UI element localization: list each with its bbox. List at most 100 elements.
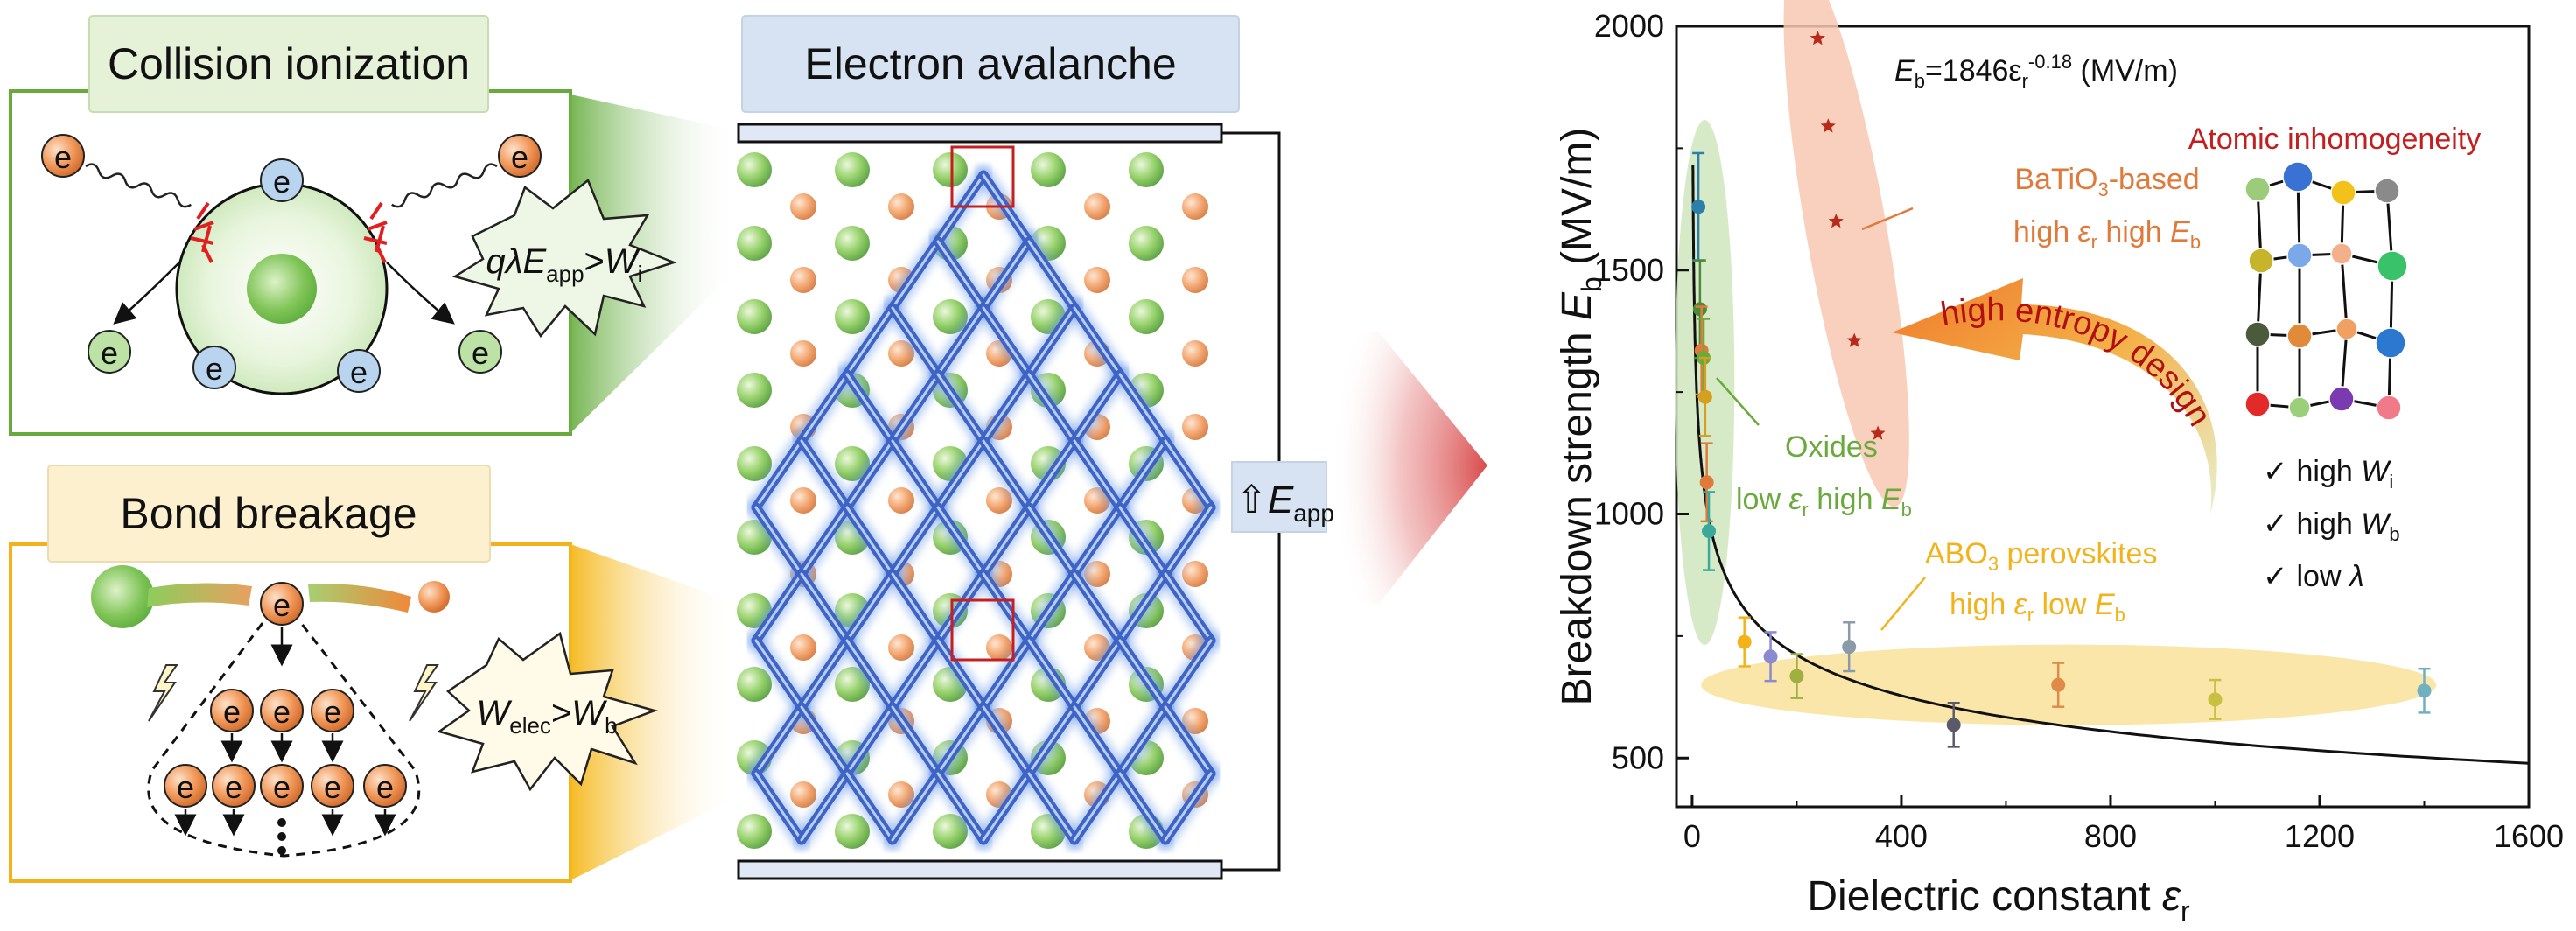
avalanche-branch-highlight bbox=[754, 506, 803, 576]
checklist: ✓ high Wi ✓ high Wb ✓ low λ bbox=[2263, 455, 2400, 593]
data-point bbox=[1699, 475, 1714, 490]
cascade-level2-electron: e bbox=[311, 689, 354, 732]
svg-text:e: e bbox=[324, 769, 341, 805]
cascade-level3-electron: e bbox=[311, 764, 354, 808]
y-axis-label: Breakdown strength Eb (MV/m) bbox=[1554, 128, 1607, 706]
svg-text:e: e bbox=[273, 769, 290, 805]
lattice-atom-large bbox=[737, 373, 772, 408]
avalanche-branch-highlight bbox=[936, 572, 985, 642]
transition-arrow bbox=[1330, 332, 1488, 604]
avalanche-branch-highlight bbox=[936, 240, 985, 310]
avalanche-branch-highlight bbox=[1118, 705, 1167, 775]
avalanche-branch-highlight bbox=[1164, 705, 1213, 775]
x-tick-label: 1200 bbox=[2285, 818, 2355, 854]
avalanche-branch-highlight bbox=[982, 506, 1031, 576]
svg-text:e: e bbox=[101, 335, 118, 371]
bond-left-half bbox=[147, 583, 252, 607]
top-electrode bbox=[737, 122, 1223, 144]
avalanche-panel: Electron avalanche ⇧Eapp bbox=[737, 15, 1334, 880]
avalanche-branch-highlight bbox=[1164, 439, 1213, 509]
avalanche-branch-highlight bbox=[845, 306, 894, 376]
svg-text:e: e bbox=[177, 769, 194, 805]
lattice-atom-small bbox=[1182, 340, 1208, 367]
x-axis-label: Dielectric constant εr bbox=[1807, 873, 2190, 927]
avalanche-branch-highlight bbox=[982, 772, 1031, 842]
breakdown-chart: 0 400 800 1200 1600 500 1000 1500 2000 Eb=1846εr… bbox=[1554, 0, 2564, 927]
avalanche-branch-highlight bbox=[845, 373, 894, 443]
inset-atom bbox=[2375, 327, 2406, 359]
data-point bbox=[1692, 302, 1707, 317]
avalanche-branch-highlight bbox=[1073, 572, 1122, 642]
lattice-atom-large bbox=[1129, 226, 1164, 261]
abo3-label-line1: ABO3 perovskites bbox=[1925, 537, 2157, 575]
avalanche-branch-highlight bbox=[800, 373, 849, 443]
avalanche-branch-highlight bbox=[982, 306, 1031, 376]
incoming-electron-right: e bbox=[498, 134, 542, 178]
avalanche-branch-highlight bbox=[800, 772, 849, 842]
checklist-item: ✓ high Wb bbox=[2263, 508, 2400, 545]
cascade-arrows bbox=[174, 626, 396, 836]
avalanche-branch-highlight bbox=[936, 173, 985, 243]
axis-ticks: 0 400 800 1200 1600 500 1000 1500 2000 bbox=[1594, 8, 2564, 854]
eject-arrow-right bbox=[386, 262, 455, 325]
orbit-electron-top: e bbox=[260, 158, 304, 202]
cascade-root-electron: e bbox=[260, 582, 304, 626]
avalanche-title: Electron avalanche bbox=[804, 39, 1176, 88]
cascade-level3-electron: e bbox=[260, 764, 304, 808]
lattice-atom-large bbox=[835, 299, 870, 334]
avalanche-branch-highlight bbox=[1164, 639, 1213, 709]
lattice-atom-small bbox=[888, 487, 914, 514]
lattice-atom-small bbox=[1084, 267, 1110, 293]
svg-text:e: e bbox=[511, 139, 528, 175]
avalanche-branch-highlight bbox=[754, 772, 803, 842]
lattice-atom-small bbox=[790, 267, 816, 293]
data-point bbox=[1789, 668, 1804, 683]
avalanche-branch-highlight bbox=[1073, 373, 1122, 443]
avalanche-branch-highlight bbox=[982, 572, 1031, 642]
inset-atom bbox=[2282, 161, 2314, 192]
highlight-box-middle bbox=[950, 598, 1015, 662]
data-point bbox=[1702, 524, 1717, 539]
avalanche-branch-highlight bbox=[754, 439, 803, 509]
highlight-box-top bbox=[950, 145, 1015, 208]
avalanche-branch-highlight bbox=[800, 572, 849, 642]
avalanche-branch-highlight bbox=[1118, 506, 1167, 576]
data-point bbox=[2051, 677, 2066, 692]
avalanche-branch-highlight bbox=[982, 439, 1031, 509]
avalanche-branch-highlight bbox=[891, 772, 940, 842]
atomic-grid-inset bbox=[2244, 161, 2408, 421]
avalanche-branch-highlight bbox=[1027, 506, 1076, 576]
inset-atom bbox=[2376, 395, 2402, 421]
lattice-atom-large bbox=[835, 226, 870, 261]
lattice-atom-small bbox=[1084, 193, 1110, 220]
incoming-electron-left: e bbox=[41, 134, 85, 178]
oxides-label-line2: low εr high Eb bbox=[1736, 483, 1912, 521]
cascade-level2-electron: e bbox=[260, 689, 304, 732]
lattice-atom-large bbox=[737, 814, 772, 849]
high-entropy-arrow bbox=[1892, 278, 2217, 514]
svg-text:e: e bbox=[273, 164, 290, 200]
avalanche-branch-highlight bbox=[891, 373, 940, 443]
wavy-path-right bbox=[391, 163, 498, 208]
lattice-atom-large bbox=[835, 814, 870, 849]
lattice-atom-small bbox=[790, 634, 816, 661]
avalanche-branch-highlight bbox=[1073, 506, 1122, 576]
collision-condition: qλEapp>Wi bbox=[486, 242, 643, 287]
data-point-star bbox=[1846, 332, 1862, 347]
bond-zoom-beam bbox=[570, 544, 739, 880]
oxides-label-line1: Oxides bbox=[1785, 430, 1878, 464]
avalanche-branch-highlight bbox=[936, 506, 985, 576]
avalanche-branch-highlight bbox=[845, 772, 894, 842]
data-point bbox=[1737, 634, 1752, 649]
avalanche-branch-highlight bbox=[1073, 772, 1122, 842]
oxides-leader bbox=[1716, 377, 1760, 426]
avalanche-branch-highlight bbox=[1118, 572, 1167, 642]
avalanche-branch-highlight bbox=[891, 240, 940, 310]
inset-atom bbox=[2330, 179, 2356, 206]
lattice-atom-small bbox=[790, 781, 816, 808]
avalanche-branch-highlight bbox=[982, 705, 1031, 775]
data-point bbox=[1842, 640, 1857, 654]
lattice-atom-large bbox=[933, 299, 968, 334]
inset-atom bbox=[2244, 391, 2271, 417]
lattice-atom-large bbox=[1031, 152, 1066, 187]
